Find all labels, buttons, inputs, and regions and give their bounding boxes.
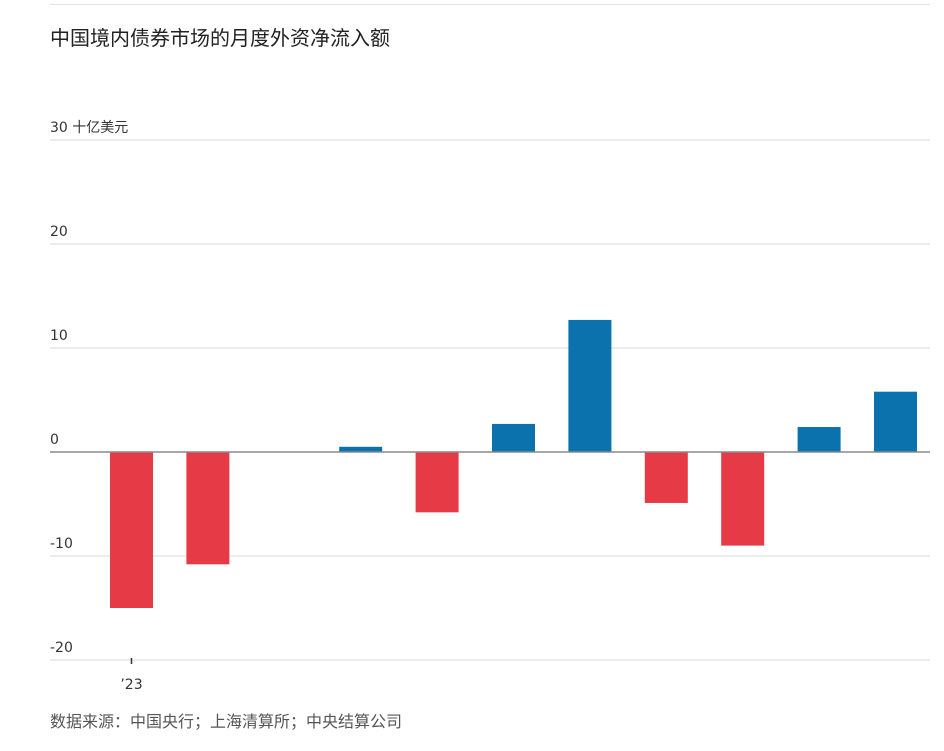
bar [721,452,765,546]
y-tick-label: -20 [50,640,73,656]
y-tick-label: 0 [50,432,59,448]
bar [797,427,841,452]
y-tick-label: 30 十亿美元 [50,120,128,136]
bar [186,452,230,565]
bar [339,446,383,452]
y-tick-label: 10 [50,328,68,344]
x-tick-label: ’23 [120,677,142,693]
bar [415,452,459,513]
y-tick-label: 20 [50,224,68,240]
bar [492,423,535,452]
bar [110,452,153,608]
bar [874,391,917,452]
top-rule [50,4,930,5]
bar [568,319,612,452]
y-tick-label: -10 [50,536,73,552]
chart-title: 中国境内债券市场的月度外资净流入额 [50,26,390,50]
source-note: 数据来源：中国央行；上海清算所；中央结算公司 [50,712,403,731]
bar [644,452,688,503]
